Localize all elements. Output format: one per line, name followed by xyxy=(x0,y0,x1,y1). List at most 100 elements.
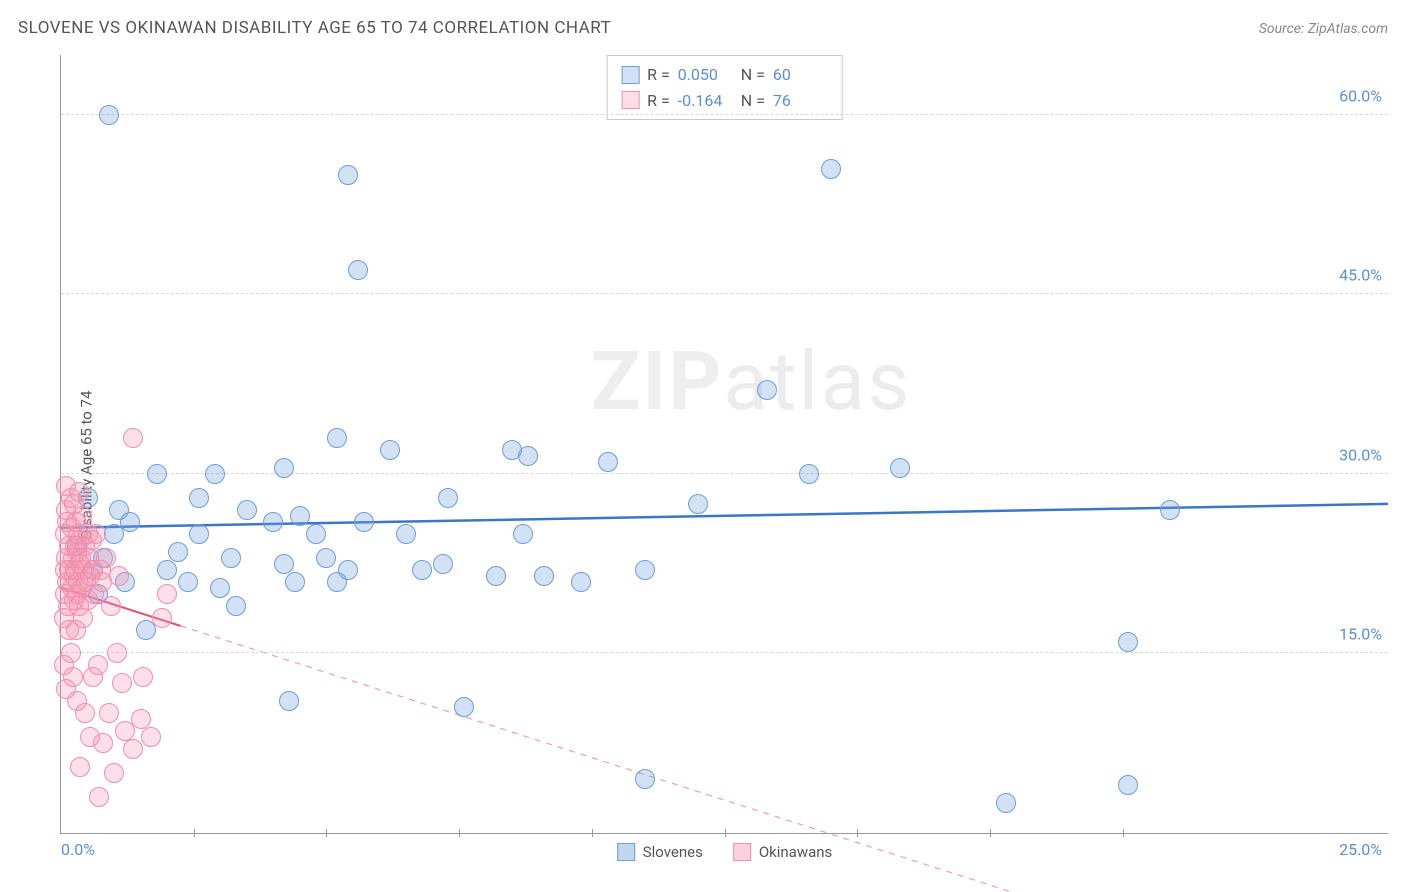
data-point xyxy=(412,560,432,580)
data-point xyxy=(109,566,129,586)
gridline xyxy=(61,652,1388,653)
data-point xyxy=(598,452,618,472)
data-point xyxy=(107,643,127,663)
data-point xyxy=(93,733,113,753)
data-point xyxy=(147,464,167,484)
data-point xyxy=(513,524,533,544)
data-point xyxy=(279,691,299,711)
y-tick-label: 45.0% xyxy=(1339,266,1382,285)
data-point xyxy=(70,757,90,777)
data-point xyxy=(205,464,225,484)
data-point xyxy=(123,739,143,759)
data-point xyxy=(534,566,554,586)
data-point xyxy=(274,554,294,574)
stats-legend: R = 0.050N = 60R = -0.164N = 76 xyxy=(606,55,843,120)
y-tick-label: 60.0% xyxy=(1339,86,1382,105)
x-tick xyxy=(990,829,991,837)
data-point xyxy=(635,560,655,580)
data-point xyxy=(263,512,283,532)
data-point xyxy=(396,524,416,544)
data-point xyxy=(72,506,92,526)
data-point xyxy=(73,608,93,628)
chart-source: Source: ZipAtlas.com xyxy=(1259,21,1388,37)
data-point xyxy=(178,572,198,592)
data-point xyxy=(131,709,151,729)
data-point xyxy=(821,159,841,179)
data-point xyxy=(141,727,161,747)
data-point xyxy=(338,560,358,580)
data-point xyxy=(99,703,119,723)
trend-lines xyxy=(61,55,1388,833)
legend-swatch xyxy=(621,91,639,109)
watermark: ZIPatlas xyxy=(591,334,912,430)
data-point xyxy=(890,458,910,478)
chart-title: SLOVENE VS OKINAWAN DISABILITY AGE 65 TO… xyxy=(18,18,611,38)
data-point xyxy=(63,667,83,687)
series-legend: Slovenes Okinawans xyxy=(617,843,833,861)
data-point xyxy=(99,105,119,125)
chart-area: Disability Age 65 to 74 ZIPatlas R = 0.0… xyxy=(18,55,1388,874)
data-point xyxy=(69,482,89,502)
data-point xyxy=(120,512,140,532)
x-tick xyxy=(592,829,593,837)
data-point xyxy=(101,596,121,616)
data-point xyxy=(189,488,209,508)
data-point xyxy=(237,500,257,520)
x-tick xyxy=(194,829,195,837)
legend-item: Okinawans xyxy=(733,843,832,861)
legend-label: Okinawans xyxy=(759,843,832,861)
data-point xyxy=(380,440,400,460)
data-point xyxy=(157,584,177,604)
legend-item: Slovenes xyxy=(617,843,703,861)
data-point xyxy=(433,554,453,574)
data-point xyxy=(996,793,1016,813)
data-point xyxy=(486,566,506,586)
x-tick xyxy=(725,829,726,837)
legend-label: Slovenes xyxy=(643,843,703,861)
data-point xyxy=(338,165,358,185)
data-point xyxy=(348,260,368,280)
gridline xyxy=(61,114,1388,115)
data-point xyxy=(168,542,188,562)
gridline xyxy=(61,473,1388,474)
data-point xyxy=(96,548,116,568)
data-point xyxy=(757,380,777,400)
data-point xyxy=(1118,632,1138,652)
scatter-plot: ZIPatlas R = 0.050N = 60R = -0.164N = 76… xyxy=(60,55,1388,834)
stats-row: R = 0.050N = 60 xyxy=(621,62,828,88)
legend-swatch xyxy=(733,843,751,861)
data-point xyxy=(454,697,474,717)
x-tick xyxy=(459,829,460,837)
data-point xyxy=(285,572,305,592)
data-point xyxy=(104,763,124,783)
data-point xyxy=(157,560,177,580)
data-point xyxy=(518,446,538,466)
data-point xyxy=(88,655,108,675)
x-tick xyxy=(857,829,858,837)
x-tick xyxy=(1123,829,1124,837)
data-point xyxy=(112,673,132,693)
data-point xyxy=(571,572,591,592)
data-point xyxy=(133,667,153,687)
x-tick xyxy=(326,829,327,837)
data-point xyxy=(152,608,172,628)
data-point xyxy=(123,428,143,448)
data-point xyxy=(438,488,458,508)
data-point xyxy=(189,524,209,544)
data-point xyxy=(635,769,655,789)
stats-row: R = -0.164N = 76 xyxy=(621,88,828,114)
data-point xyxy=(1118,775,1138,795)
data-point xyxy=(226,596,246,616)
data-point xyxy=(61,643,81,663)
data-point xyxy=(799,464,819,484)
data-point xyxy=(306,524,326,544)
data-point xyxy=(274,458,294,478)
legend-swatch xyxy=(617,843,635,861)
data-point xyxy=(75,703,95,723)
data-point xyxy=(688,494,708,514)
legend-swatch xyxy=(621,66,639,84)
data-point xyxy=(86,524,106,544)
x-axis-origin-label: 0.0% xyxy=(61,840,95,859)
x-axis-max-label: 25.0% xyxy=(1339,840,1382,859)
data-point xyxy=(210,578,230,598)
